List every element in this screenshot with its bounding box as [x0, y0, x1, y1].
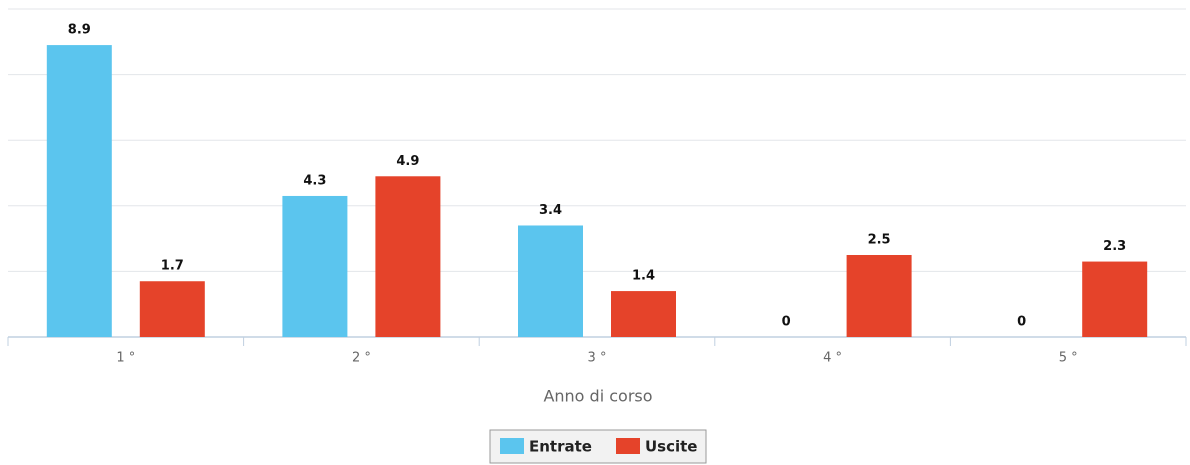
data-label: 4.3	[303, 173, 326, 188]
x-tick-label: 1 °	[116, 351, 135, 366]
x-axis-title: Anno di corso	[543, 387, 652, 406]
data-label: 8.9	[68, 23, 91, 38]
data-label: 1.4	[632, 269, 655, 284]
legend-swatch	[616, 438, 640, 454]
legend-label: Uscite	[645, 438, 698, 456]
bar	[139, 281, 205, 337]
legend-label: Entrate	[529, 438, 592, 456]
x-tick-label: 2 °	[352, 351, 371, 366]
bar	[282, 195, 348, 337]
x-tick-label: 3 °	[588, 351, 607, 366]
bar	[375, 176, 441, 337]
bar	[518, 225, 583, 337]
bar	[611, 291, 676, 337]
x-tick-label: 5 °	[1059, 351, 1078, 366]
data-label: 2.5	[868, 233, 891, 248]
data-label: 0	[782, 315, 791, 330]
bar	[46, 45, 112, 338]
legend-box	[489, 429, 707, 464]
data-label: 4.9	[396, 154, 419, 169]
data-label: 2.3	[1103, 239, 1126, 254]
bar	[1082, 261, 1148, 337]
x-tick-label: 4 °	[823, 351, 842, 366]
legend-swatch	[500, 438, 524, 454]
data-label: 1.7	[161, 259, 184, 274]
bar	[846, 255, 912, 337]
data-label: 3.4	[539, 203, 562, 218]
data-label: 0	[1017, 315, 1026, 330]
